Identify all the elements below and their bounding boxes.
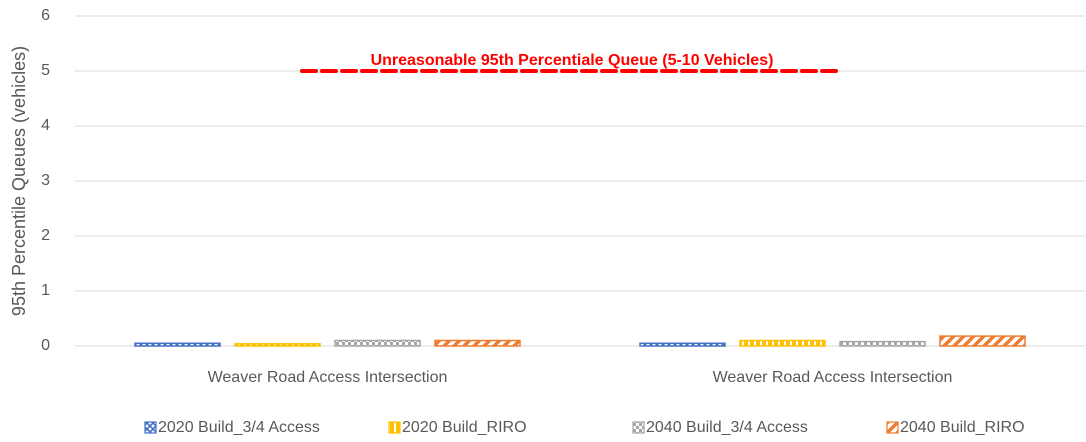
bar xyxy=(234,343,321,347)
y-tick-label: 0 xyxy=(41,337,50,354)
bar xyxy=(134,342,221,347)
legend-swatch xyxy=(632,421,645,434)
bar xyxy=(434,339,521,347)
bar xyxy=(639,342,726,347)
y-axis-title: 95th Percentile Queues (vehicles) xyxy=(9,46,29,316)
legend-label: 2040 Build_RIRO xyxy=(900,419,1025,436)
y-tick-label: 3 xyxy=(41,172,50,189)
threshold-label: Unreasonable 95th Percentiale Queue (5-1… xyxy=(371,52,774,69)
y-tick-label: 5 xyxy=(41,62,50,79)
bar xyxy=(939,335,1026,347)
x-tick-label: Weaver Road Access Intersection xyxy=(208,369,448,386)
y-tick-label: 2 xyxy=(41,227,50,244)
bar xyxy=(334,339,421,347)
legend-label: 2020 Build_3/4 Access xyxy=(158,419,320,436)
legend-swatch xyxy=(144,421,157,434)
x-tick-label: Weaver Road Access Intersection xyxy=(713,369,953,386)
legend-label: 2020 Build_RIRO xyxy=(402,419,527,436)
bar xyxy=(739,339,826,347)
y-tick-label: 4 xyxy=(41,117,50,134)
y-tick-label: 1 xyxy=(41,282,50,299)
legend-swatch xyxy=(388,421,401,434)
y-tick-label: 6 xyxy=(41,7,50,24)
bar xyxy=(839,340,926,347)
legend-label: 2040 Build_3/4 Access xyxy=(646,419,808,436)
legend-swatch xyxy=(886,421,899,434)
